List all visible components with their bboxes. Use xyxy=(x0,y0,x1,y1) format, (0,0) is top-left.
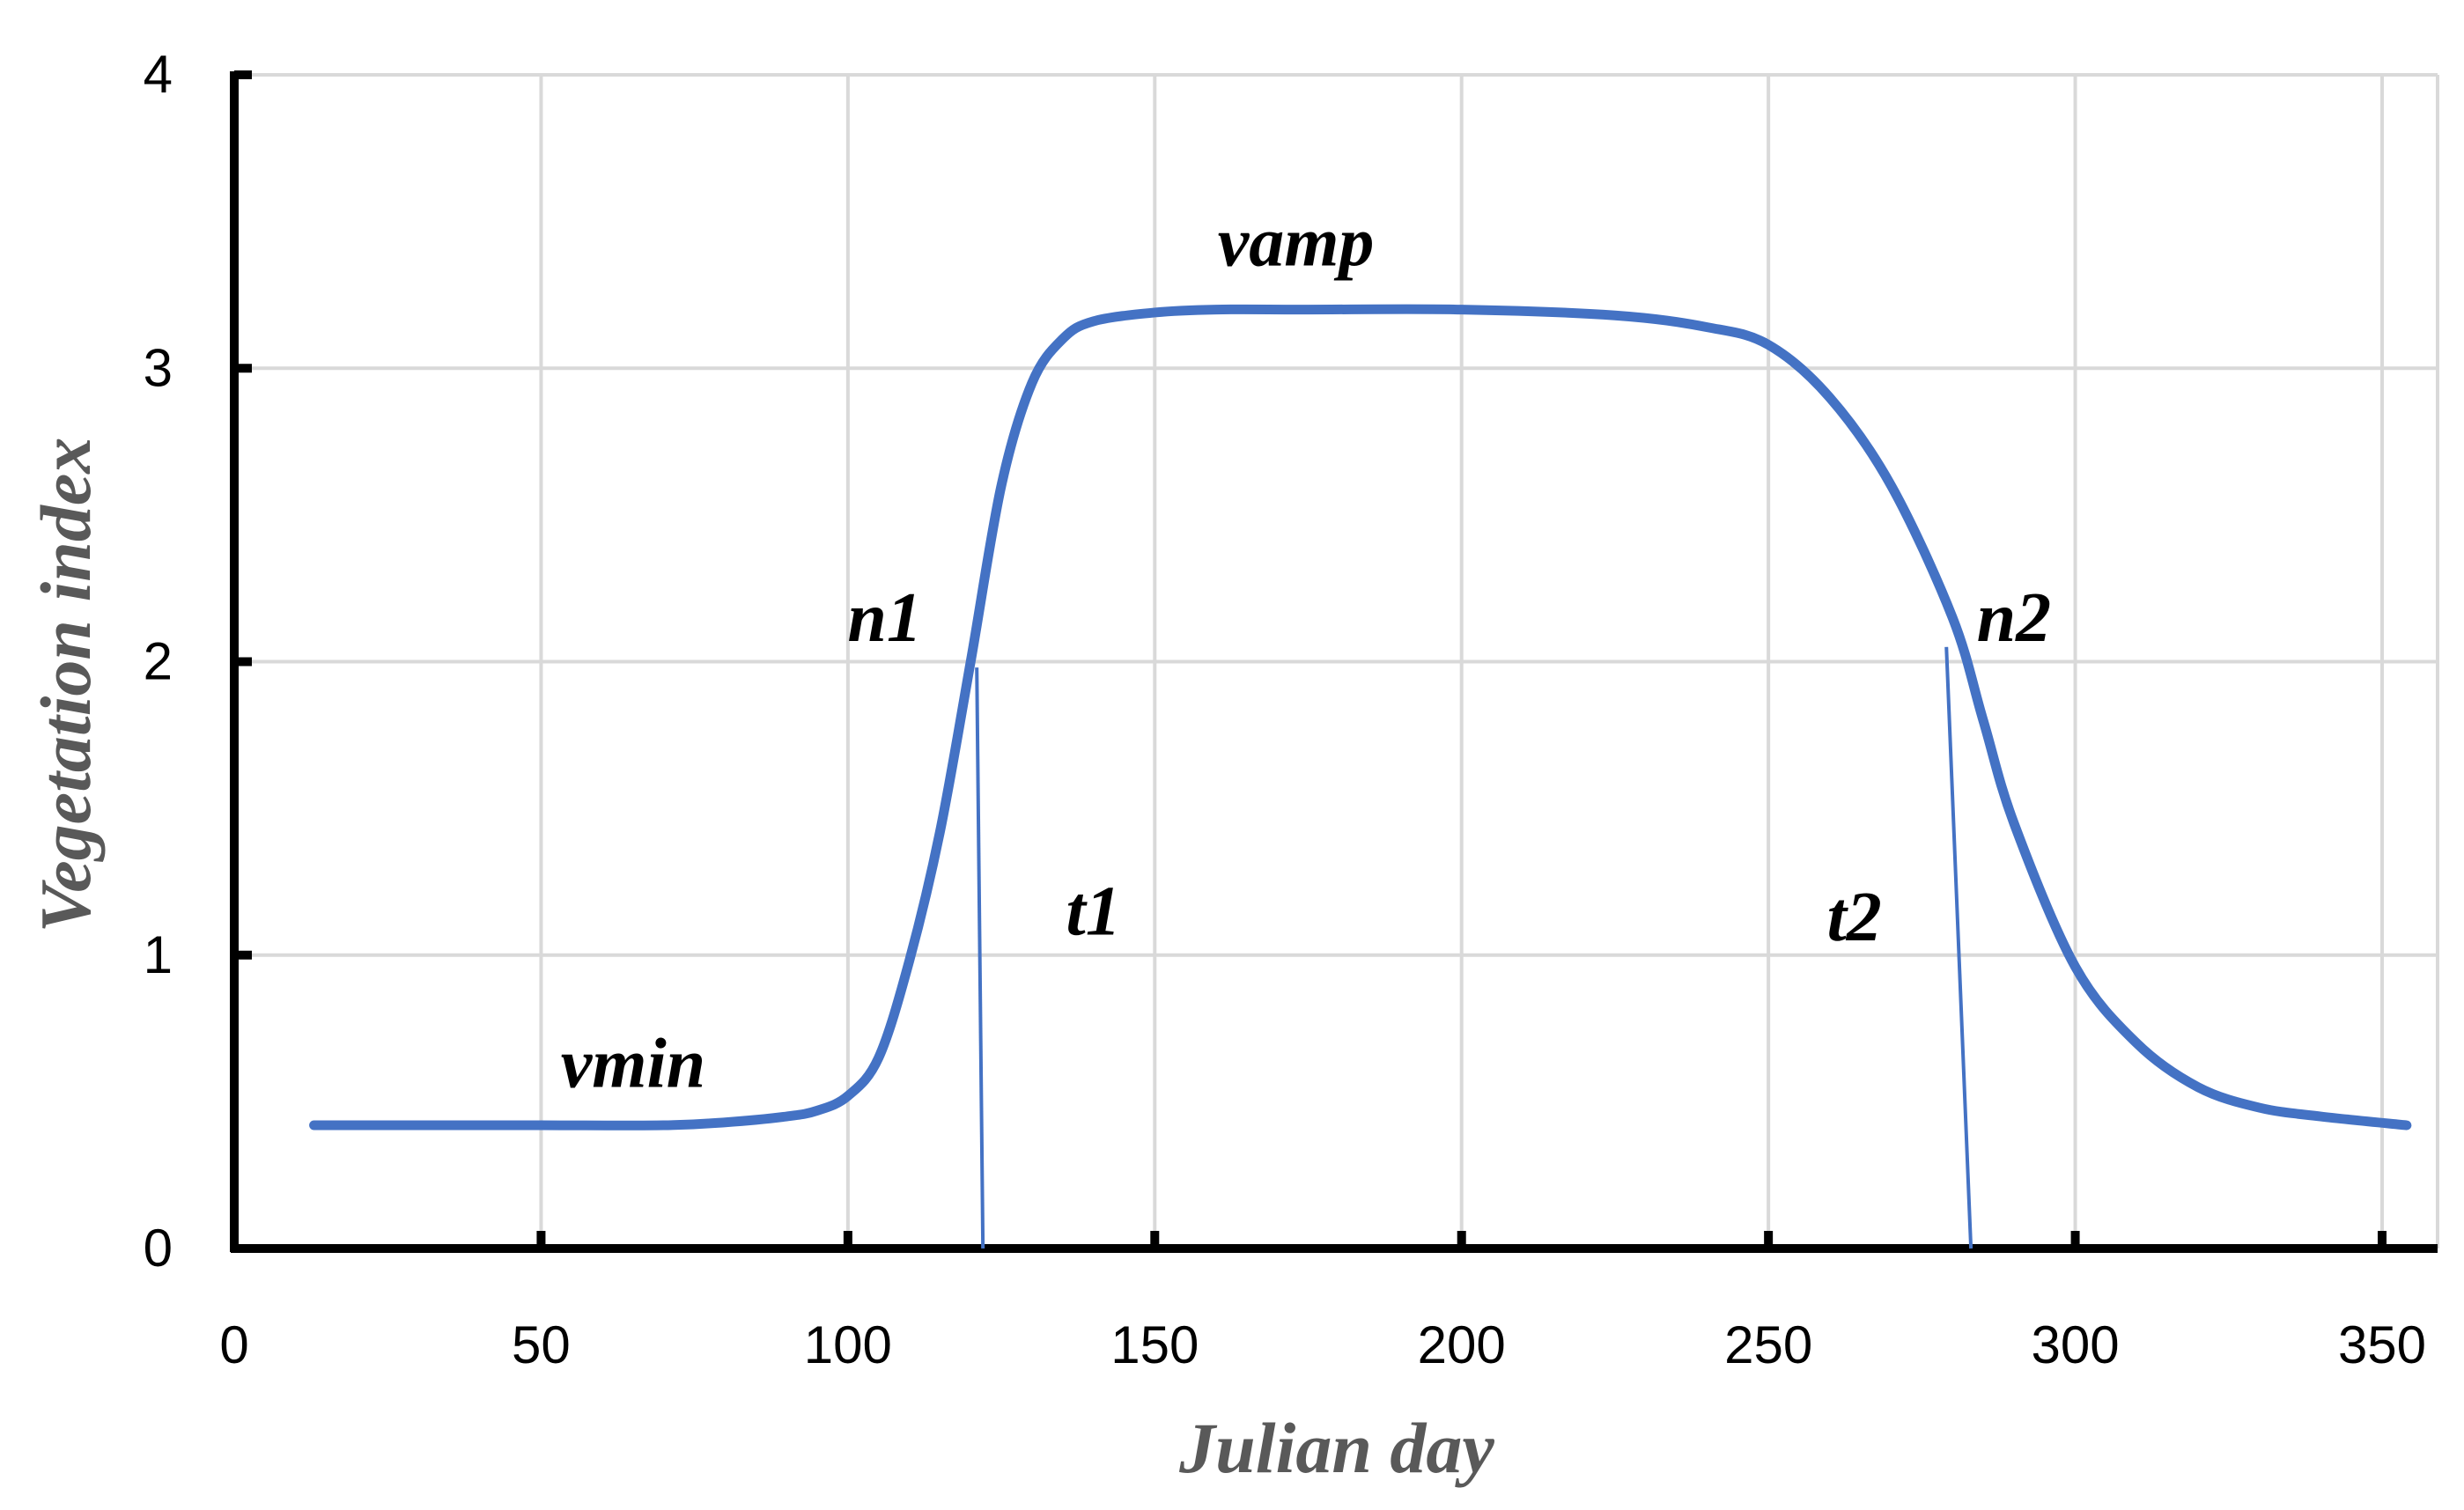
marker-line xyxy=(1944,646,1973,1249)
annotation-t1: t1 xyxy=(1066,873,1120,950)
y-tick-label: 3 xyxy=(144,338,173,397)
x-tick-label: 250 xyxy=(1724,1315,1812,1374)
marker-line xyxy=(975,667,985,1249)
x-tick-label: 200 xyxy=(1418,1315,1506,1374)
series xyxy=(309,304,2412,1131)
x-tick-label: 350 xyxy=(2338,1315,2426,1374)
y-tick-label: 2 xyxy=(144,632,173,691)
x-axis-title: Julian day xyxy=(1178,1408,1494,1488)
annotation-t2: t2 xyxy=(1827,879,1882,956)
vegetation-index-line xyxy=(309,304,2412,1131)
annotation-n1: n1 xyxy=(847,579,922,657)
y-tick-label: 1 xyxy=(144,925,173,984)
annotation-vmin: vmin xyxy=(561,1026,705,1103)
x-tick-label: 100 xyxy=(804,1315,892,1374)
annotation-n2: n2 xyxy=(1977,579,2052,657)
y-tick-label: 0 xyxy=(144,1219,173,1278)
y-tick-label: 4 xyxy=(144,45,173,104)
axes xyxy=(230,70,2438,1253)
annotation-vamp: vamp xyxy=(1218,204,1375,282)
x-tick-label: 150 xyxy=(1110,1315,1199,1374)
x-tick-label: 0 xyxy=(219,1315,248,1374)
annotations: vmin n1 vamp n2 t1 t2 xyxy=(561,204,2051,1103)
x-tick-label: 50 xyxy=(512,1315,571,1374)
marker-lines xyxy=(975,646,1973,1249)
y-axis-title: Vegetation index xyxy=(26,438,106,933)
tick-labels: 0 1 2 3 4 0 50 100 150 200 250 300 350 xyxy=(144,45,2426,1374)
x-tick-label: 300 xyxy=(2032,1315,2120,1374)
